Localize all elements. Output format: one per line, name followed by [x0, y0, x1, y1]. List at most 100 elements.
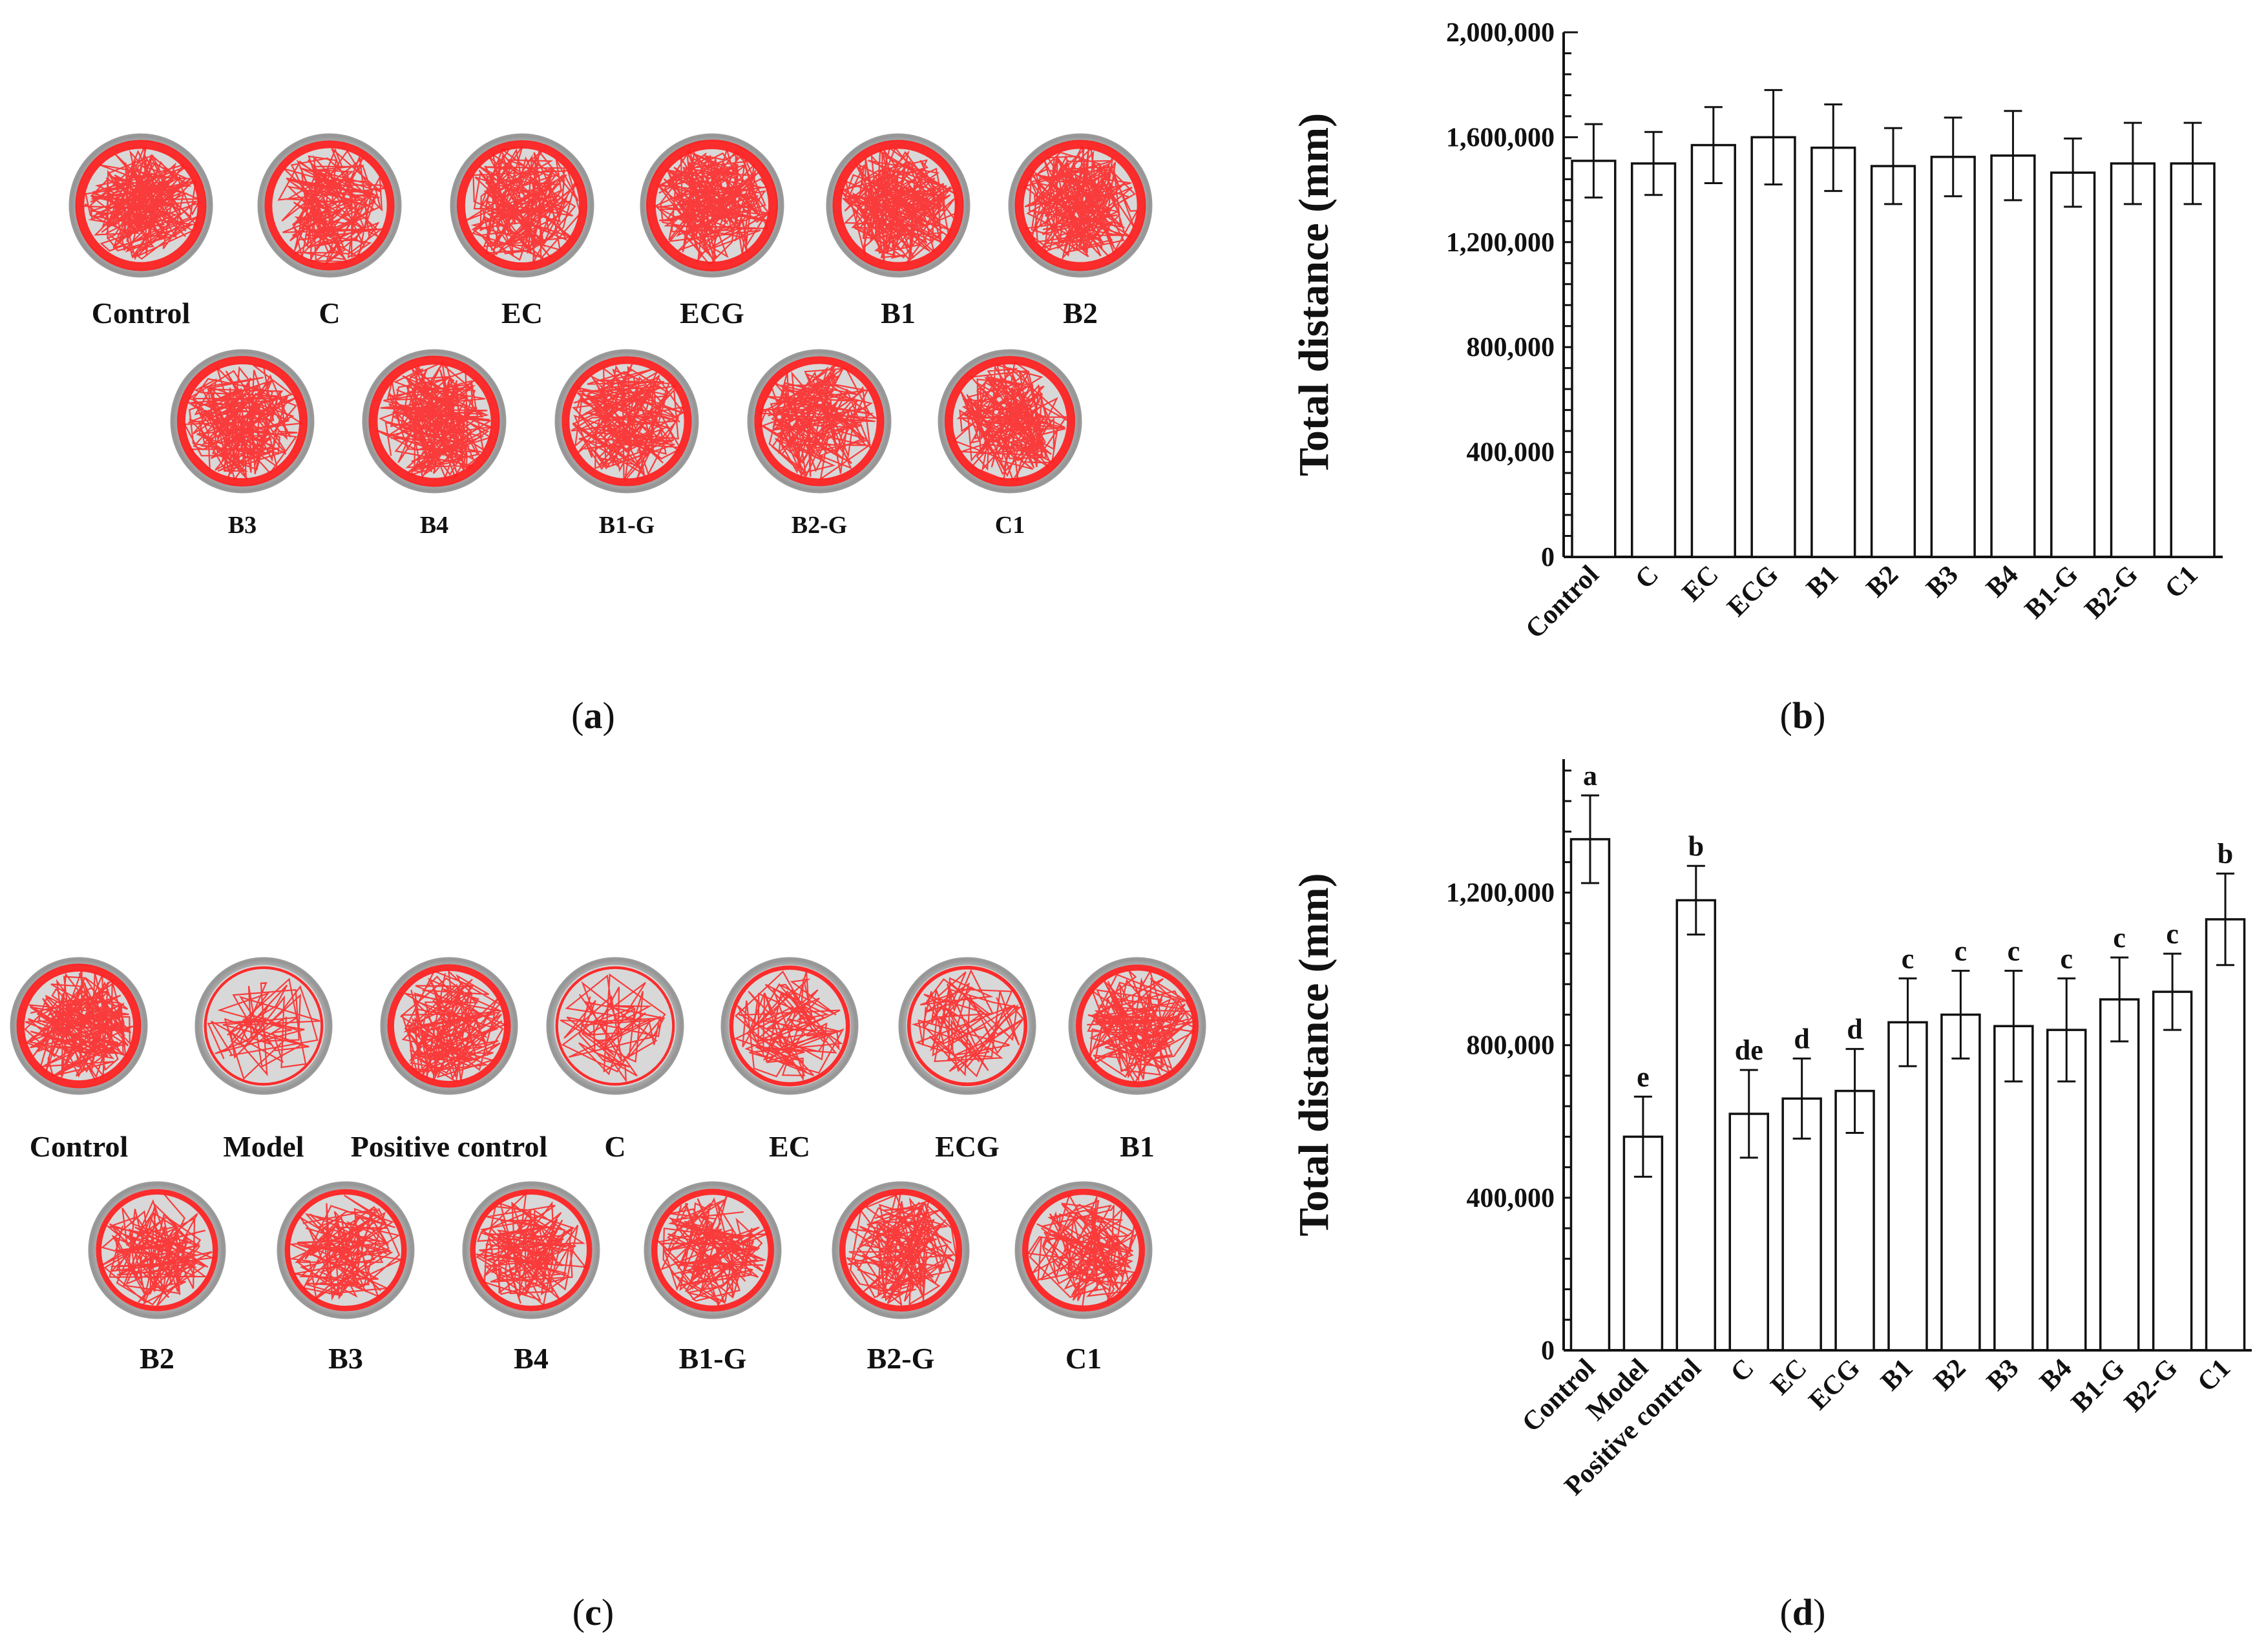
error-bar-b4: [2004, 110, 2022, 202]
significance-letter: b: [2218, 838, 2233, 870]
x-tick-label: Control: [1520, 560, 1604, 645]
arena-label-c-c: C: [604, 1130, 625, 1163]
bar-b1-g: [2099, 998, 2140, 1352]
arena-label-c-b2-g: B2-G: [867, 1342, 935, 1375]
arena-c-control: [10, 957, 148, 1095]
arena-a-ec: [450, 133, 594, 278]
arena-label-a-b4: B4: [420, 512, 448, 539]
y-tick-label: 0: [1541, 1336, 1555, 1366]
x-tick-label: B1-G: [2019, 560, 2084, 625]
error-bar-c1: [2183, 121, 2202, 205]
x-tick-label: B4: [2034, 1354, 2077, 1397]
arena-label-c-control: Control: [30, 1130, 129, 1163]
error-bar-c: [1644, 131, 1663, 196]
x-tick-label: B3: [1981, 1354, 2024, 1397]
arena-label-a-ecg: ECG: [680, 297, 744, 329]
error-bar-b4: [2057, 977, 2076, 1083]
bar-b2: [1870, 165, 1916, 558]
x-tick-label: B3: [1921, 560, 1964, 603]
bar-control: [1571, 160, 1617, 558]
arena-label-a-b2-g: B2-G: [792, 512, 848, 539]
error-bar-b3: [2004, 970, 2023, 1083]
y-tick-label: 400,000: [1467, 1184, 1555, 1213]
arena-a-c1: [938, 349, 1082, 494]
x-tick-label: B2: [1861, 560, 1904, 603]
chart-d: 0 400,000 800,000 1,200,000 Total distance (…: [1290, 759, 2252, 1501]
y-tick-label: 1,200,000: [1446, 879, 1555, 908]
arena-a-b1-g: [554, 349, 699, 494]
arena-c-b4: [462, 1181, 600, 1319]
error-bar-model: [1633, 1095, 1652, 1178]
y-tick-label: 0: [1541, 543, 1555, 572]
error-bar-ecg: [1845, 1048, 1864, 1134]
significance-letter: c: [2008, 936, 2020, 967]
bar-c: [1630, 162, 1677, 558]
chart-b: 0 400,000 800,000 1,200,000 1,600,000 2,000,0…: [1290, 18, 2223, 645]
bar-positive-control: [1675, 899, 1717, 1352]
bar-c1: [2205, 918, 2246, 1352]
error-bar-b1: [1898, 977, 1917, 1067]
error-bar-c1: [2216, 872, 2235, 967]
error-bar-b3: [1944, 116, 1962, 198]
arena-label-a-b3: B3: [228, 512, 257, 539]
y-tick-label: 400,000: [1467, 438, 1555, 468]
error-bar-b2: [1951, 970, 1970, 1060]
error-bar-ec: [1792, 1057, 1811, 1140]
bar-b4: [1990, 154, 2036, 558]
x-tick-label: ECG: [1722, 560, 1785, 623]
arena-c-ecg: [898, 957, 1036, 1095]
bar-ecg: [1834, 1089, 1875, 1352]
error-bar-b2: [1884, 127, 1902, 205]
arena-label-c-ec: EC: [769, 1130, 810, 1163]
significance-letter: b: [1688, 830, 1704, 862]
arena-c-b1: [1068, 957, 1206, 1095]
x-tick-label: Control: [1516, 1354, 1601, 1438]
significance-letter: c: [2113, 922, 2126, 954]
error-bar-b1-g: [2064, 137, 2082, 208]
panel-a-track-images: Control C EC ECG B1 B2 B3 B4 B1-G B2-G C1: [68, 133, 1153, 539]
arena-a-ecg: [640, 133, 784, 278]
arena-c-c: [546, 957, 684, 1095]
significance-letter: de: [1735, 1034, 1763, 1066]
x-tick-label: C: [1725, 1354, 1760, 1388]
arena-a-c: [257, 133, 402, 278]
x-tick-label: B1: [1801, 560, 1844, 603]
arena-a-control: [68, 133, 213, 278]
significance-letter: c: [1902, 943, 1915, 974]
bar-ec: [1690, 143, 1736, 558]
arena-c-b3: [277, 1181, 415, 1319]
x-tick-label: B2-G: [2079, 560, 2144, 625]
panel-c-track-images: Control Model Positive control C EC ECG B1 B2 B3…: [10, 957, 1206, 1375]
error-bar-c: [1739, 1069, 1758, 1159]
significance-letter: c: [1955, 936, 1967, 967]
significance-letter: c: [2166, 918, 2179, 950]
panel-label-d: (d): [1780, 1591, 1826, 1633]
x-tick-label: C1: [2159, 560, 2204, 605]
x-tick-label: C: [1630, 560, 1664, 595]
arena-a-b4: [362, 349, 507, 494]
error-bar-b2-g: [2163, 952, 2182, 1031]
arena-label-a-ec: EC: [501, 297, 543, 329]
panel-label-a: (a): [571, 695, 615, 737]
bar-b2: [1940, 1013, 1981, 1352]
bar-b1-g: [2050, 171, 2096, 558]
arena-label-a-b2: B2: [1063, 297, 1098, 329]
arena-label-c-model: Model: [223, 1130, 304, 1163]
bar-ec: [1781, 1097, 1822, 1352]
y-axis-label: Total distance (mm): [1290, 873, 1338, 1236]
arena-c-c1: [1014, 1181, 1153, 1319]
bar-b4: [2046, 1029, 2087, 1352]
arena-label-c-b1: B1: [1120, 1130, 1155, 1163]
x-tick-label: B1: [1875, 1354, 1918, 1397]
x-tick-label: EC: [1677, 560, 1725, 608]
bar-b1: [1810, 146, 1856, 558]
arena-c-ec: [720, 957, 859, 1095]
y-tick-label: 1,200,000: [1446, 228, 1555, 258]
bar-c: [1728, 1113, 1769, 1352]
arena-a-b2-g: [747, 349, 892, 494]
x-tick-label: B1-G: [2066, 1354, 2130, 1418]
arena-label-c-b1-g: B1-G: [679, 1342, 747, 1375]
x-tick-label: B4: [1980, 560, 2024, 603]
bar-b2-g: [2110, 162, 2156, 558]
arena-c-b1-g: [644, 1181, 782, 1319]
